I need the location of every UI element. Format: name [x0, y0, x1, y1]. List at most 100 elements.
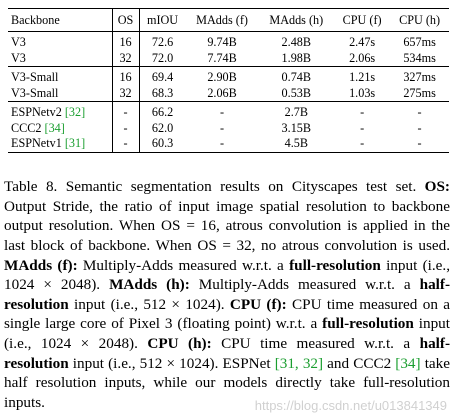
cell-madds-h: 0.74B: [281, 70, 312, 85]
cell-miou: 68.3: [151, 85, 174, 100]
cell-miou: 62.0: [151, 120, 174, 135]
citation-link[interactable]: [31, 32]: [274, 354, 324, 372]
cell-madds-f: -: [220, 105, 225, 120]
cell-cpu-f: 2.47s: [349, 35, 376, 50]
caption-text: and CCC2: [323, 354, 396, 372]
caption-text: input (i.e., 512 × 1024).: [68, 295, 230, 313]
table-row: V3-Small 32 68.3 2.06B 0.53B 1.03s 275ms: [8, 85, 449, 102]
caption-term-cpu-f: CPU (f):: [229, 295, 287, 313]
table-row: V3-Small 16 69.4 2.90B 0.74B 1.21s 327ms: [8, 66, 449, 86]
cell-madds-h: 3.15B: [281, 120, 312, 135]
caption-text: Semantic segmentation results on Citysca…: [57, 178, 425, 196]
watermark-url: https://blog.csdn.net/u013841349: [254, 398, 447, 413]
cell-os: 16: [112, 66, 140, 86]
cell-madds-h: 4.5B: [284, 136, 308, 151]
header-backbone: Backbone: [8, 8, 113, 32]
cell-madds-f: 2.90B: [207, 70, 237, 85]
cell-backbone: V3: [8, 50, 113, 67]
header-cpu-h: CPU (h): [399, 12, 441, 27]
cell-madds-f: 2.06B: [207, 85, 237, 100]
cell-backbone: V3-Small: [8, 66, 113, 86]
cell-madds-f: 9.74B: [207, 35, 237, 50]
cell-madds-h: 2.7B: [284, 105, 308, 120]
cell-cpu-f: 1.21s: [349, 70, 376, 85]
cell-miou: 72.0: [151, 50, 174, 65]
cell-miou: 72.6: [151, 35, 174, 50]
header-cpu-f: CPU (f): [342, 12, 382, 27]
table-group-v3-small: V3-Small 16 69.4 2.90B 0.74B 1.21s 327ms…: [8, 66, 449, 102]
cell-cpu-f: -: [360, 120, 365, 135]
caption-text: Multiply-Adds measured w.r.t. a: [189, 276, 420, 294]
caption-text: input (i.e., 1024 × 2048).: [4, 315, 450, 352]
results-table-container: Backbone OS mIOU MAdds (f) MAdds (h) CPU…: [8, 8, 449, 153]
cell-madds-h: 2.48B: [281, 35, 312, 50]
table-row: V3 32 72.0 7.74B 1.98B 2.06s 534ms: [8, 50, 449, 67]
header-miou: mIOU: [146, 12, 179, 27]
cell-madds-f: -: [220, 120, 225, 135]
caption-text: CPU time measured w.r.t. a: [211, 334, 420, 352]
caption-term-full-resolution: full-resolution: [289, 256, 381, 274]
cell-os: 16: [112, 31, 140, 51]
caption-text: Output Stride, the ratio of input image …: [4, 197, 450, 254]
table-row: V3 16 72.6 9.74B 2.48B 2.47s 657ms: [8, 31, 449, 51]
cell-cpu-h: 657ms: [403, 35, 436, 50]
cell-backbone: ESPNetv1 [31]: [8, 136, 113, 152]
caption-term-full-resolution: full-resolution: [322, 315, 414, 333]
cell-cpu-f: -: [360, 136, 365, 151]
cell-miou: 60.3: [151, 136, 174, 151]
caption-term-half-resolution: half-resolution: [4, 334, 450, 372]
caption-term-cpu-h: CPU (h):: [147, 334, 212, 352]
cell-os: -: [112, 101, 140, 121]
cell-cpu-h: -: [417, 120, 422, 135]
cell-os: 32: [112, 50, 140, 67]
cell-cpu-h: 275ms: [403, 85, 436, 100]
caption-text: take half resolution inputs, while our m…: [4, 354, 450, 411]
cell-backbone: ESPNetv2 [32]: [8, 101, 113, 121]
backbone-name: ESPNetv2: [11, 105, 62, 120]
caption-text: CPU time measured on a single large core…: [4, 295, 450, 333]
cell-miou: 69.4: [151, 70, 174, 85]
segmentation-results-table: Backbone OS mIOU MAdds (f) MAdds (h) CPU…: [8, 8, 449, 153]
caption-term-madds-f: MAdds (f):: [4, 256, 78, 274]
cell-os: -: [112, 120, 140, 136]
cell-madds-f: -: [220, 136, 225, 151]
table-group-baselines: ESPNetv2 [32] - 66.2 - 2.7B - - CCC2 [34…: [8, 101, 449, 152]
cell-cpu-h: 534ms: [403, 50, 436, 65]
cell-madds-h: 0.53B: [281, 85, 312, 100]
cell-backbone: CCC2 [34]: [8, 120, 113, 136]
cell-cpu-f: 2.06s: [349, 50, 376, 65]
citation-link[interactable]: [34]: [395, 354, 421, 372]
cell-cpu-f: 1.03s: [349, 85, 376, 100]
caption-term-madds-h: MAdds (h):: [109, 276, 190, 294]
cell-os: 32: [112, 85, 140, 102]
cell-cpu-h: 327ms: [403, 70, 436, 85]
backbone-name: CCC2: [11, 120, 42, 135]
table-row: ESPNetv2 [32] - 66.2 - 2.7B - -: [8, 101, 449, 121]
cell-cpu-h: -: [417, 105, 422, 120]
citation-link[interactable]: [31]: [64, 136, 86, 151]
table-caption: Table 8. Semantic segmentation results o…: [4, 177, 450, 412]
header-madds-f: MAdds (f): [196, 12, 248, 27]
header-madds-h: MAdds (h): [269, 12, 324, 27]
caption-text: input (i.e., 1024 × 2048).: [4, 256, 450, 294]
header-os: OS: [112, 8, 140, 32]
backbone-name: ESPNetv1: [11, 136, 62, 151]
cell-cpu-f: -: [360, 105, 365, 120]
cell-cpu-h: -: [417, 136, 422, 151]
table-row: ESPNetv1 [31] - 60.3 - 4.5B - -: [8, 136, 449, 152]
cell-miou: 66.2: [151, 105, 174, 120]
caption-text: input (i.e., 512 × 1024). ESPNet: [68, 354, 275, 372]
table-header-row: Backbone OS mIOU MAdds (f) MAdds (h) CPU…: [8, 8, 449, 32]
cell-madds-h: 1.98B: [281, 50, 312, 65]
caption-term-os: OS:: [424, 178, 450, 196]
cell-backbone: V3-Small: [8, 85, 113, 102]
table-group-v3: V3 16 72.6 9.74B 2.48B 2.47s 657ms V3 32…: [8, 31, 449, 67]
caption-text: Multiply-Adds measured w.r.t. a: [77, 256, 290, 274]
cell-os: -: [112, 136, 140, 152]
table-row: CCC2 [34] - 62.0 - 3.15B - -: [8, 120, 449, 136]
cell-backbone: V3: [8, 31, 113, 51]
citation-link[interactable]: [34]: [44, 120, 65, 135]
citation-link[interactable]: [32]: [64, 105, 86, 120]
cell-madds-f: 7.74B: [207, 50, 237, 65]
caption-term-half-resolution: half-resolution: [4, 276, 451, 313]
